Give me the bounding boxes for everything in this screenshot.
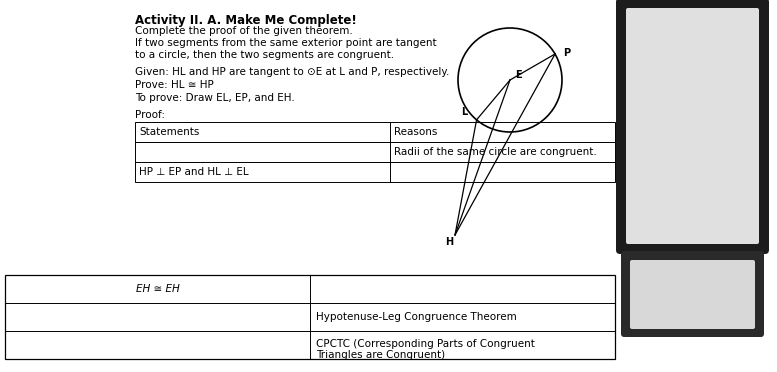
- Text: Triangles are Congruent): Triangles are Congruent): [316, 350, 445, 360]
- Text: Complete the proof of the given theorem.: Complete the proof of the given theorem.: [135, 26, 353, 36]
- Text: Hypotenuse-Leg Congruence Theorem: Hypotenuse-Leg Congruence Theorem: [316, 312, 517, 322]
- Text: E: E: [514, 70, 521, 80]
- Text: Prove: HL ≅ HP: Prove: HL ≅ HP: [135, 80, 214, 90]
- Text: H: H: [445, 237, 453, 247]
- Bar: [135, 162, 615, 182]
- Text: HP ⊥ EP and HL ⊥ EL: HP ⊥ EP and HL ⊥ EL: [139, 167, 249, 177]
- Text: L: L: [462, 107, 468, 117]
- Text: Statements: Statements: [139, 127, 200, 137]
- Text: P: P: [563, 48, 570, 58]
- Bar: [135, 142, 615, 162]
- Text: Activity II. A. Make Me Complete!: Activity II. A. Make Me Complete!: [135, 14, 357, 27]
- Text: to a circle, then the two segments are congruent.: to a circle, then the two segments are c…: [135, 50, 394, 60]
- FancyBboxPatch shape: [626, 8, 759, 244]
- Text: Given: HL and HP are tangent to ⊙E at L and P, respectively.: Given: HL and HP are tangent to ⊙E at L …: [135, 67, 449, 77]
- Bar: [135, 122, 615, 142]
- Text: EH ≅ EH: EH ≅ EH: [136, 284, 179, 294]
- Text: Reasons: Reasons: [394, 127, 437, 137]
- FancyBboxPatch shape: [630, 260, 755, 329]
- Text: Radii of the same circle are congruent.: Radii of the same circle are congruent.: [394, 147, 597, 157]
- Bar: [5, 275, 615, 359]
- Text: CPCTC (Corresponding Parts of Congruent: CPCTC (Corresponding Parts of Congruent: [316, 339, 535, 349]
- Text: To prove: Draw EL, EP, and EH.: To prove: Draw EL, EP, and EH.: [135, 93, 294, 103]
- FancyBboxPatch shape: [621, 251, 764, 337]
- Text: Proof:: Proof:: [135, 110, 165, 120]
- FancyBboxPatch shape: [616, 0, 769, 254]
- Text: If two segments from the same exterior point are tangent: If two segments from the same exterior p…: [135, 38, 437, 48]
